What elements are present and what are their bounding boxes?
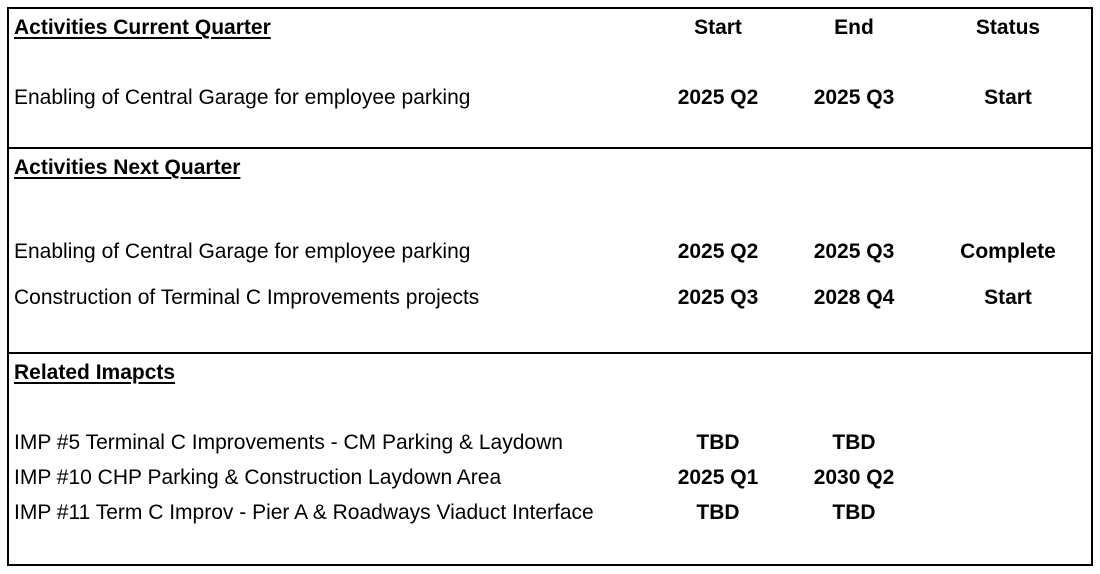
column-header-status: Status: [975, 16, 1041, 39]
row-status: Complete: [960, 240, 1056, 263]
row-description: Construction of Terminal C Improvements …: [14, 286, 480, 309]
row-end: 2025 Q3: [813, 86, 895, 109]
row-start: 2025 Q2: [677, 86, 759, 109]
row-description: IMP #11 Term C Improv - Pier A & Roadway…: [14, 501, 594, 524]
row-end: TBD: [832, 431, 876, 454]
row-end: 2025 Q3: [813, 240, 895, 263]
column-header-end: End: [834, 16, 874, 39]
section-heading-next-quarter: Activities Next Quarter: [14, 156, 241, 179]
row-description: Enabling of Central Garage for employee …: [14, 86, 471, 109]
row-description: IMP #10 CHP Parking & Construction Laydo…: [14, 466, 502, 489]
section-divider: [9, 147, 1091, 149]
row-start: 2025 Q2: [677, 240, 759, 263]
row-start: 2025 Q3: [677, 286, 759, 309]
column-header-start: Start: [694, 16, 742, 39]
row-start: TBD: [696, 501, 740, 524]
row-end: 2030 Q2: [813, 466, 895, 489]
row-start: TBD: [696, 431, 740, 454]
row-description: Enabling of Central Garage for employee …: [14, 240, 471, 263]
row-end: TBD: [832, 501, 876, 524]
row-status: Start: [984, 86, 1032, 109]
row-description: IMP #5 Terminal C Improvements - CM Park…: [14, 431, 563, 454]
section-heading-related-impacts: Related Imapcts: [14, 361, 176, 384]
row-end: 2028 Q4: [813, 286, 895, 309]
row-start: 2025 Q1: [677, 466, 759, 489]
row-status: Start: [984, 286, 1032, 309]
schedule-table: Activities Current Quarter Start End Sta…: [7, 7, 1093, 566]
section-heading-current-quarter: Activities Current Quarter: [14, 16, 271, 39]
section-divider: [9, 352, 1091, 354]
